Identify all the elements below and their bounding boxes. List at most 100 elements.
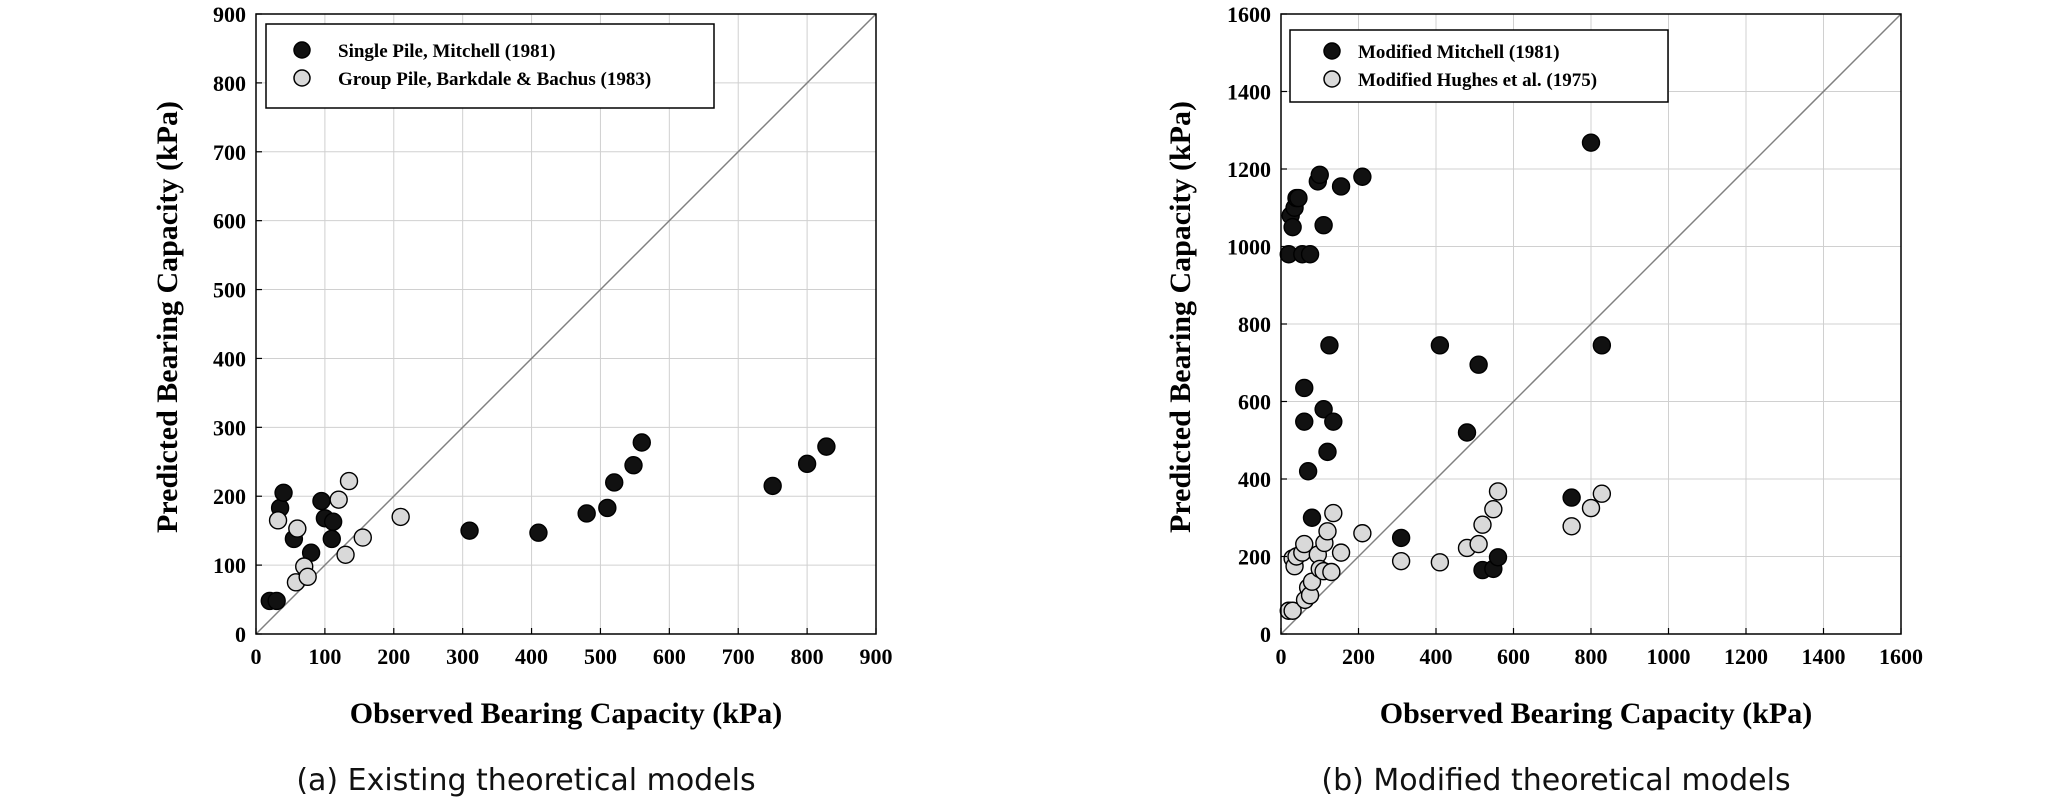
data-point-series-1 xyxy=(1289,188,1308,208)
y-tick-label: 800 xyxy=(213,71,246,96)
y-tick-label: 100 xyxy=(213,553,246,578)
legend-box-b xyxy=(1289,29,1669,103)
y-tick-label: 500 xyxy=(213,278,246,303)
data-point-series-1 xyxy=(1283,217,1302,237)
x-axis-title-b: Observed Bearing Capacity (kPa) xyxy=(1380,697,1812,730)
data-point-series-2 xyxy=(298,567,317,587)
legend-marker-single-pile xyxy=(293,41,311,59)
y-tick-labels-b: 0 200 400 600 800 1000 1200 1400 1600 xyxy=(1227,2,1287,647)
data-point-series-1 xyxy=(1295,378,1314,398)
plot-frame-a xyxy=(255,13,877,635)
data-point-series-2 xyxy=(1430,553,1450,572)
x-axis-title-a: Observed Bearing Capacity (kPa) xyxy=(350,697,782,730)
data-point-series-2 xyxy=(288,519,307,538)
x-tick-label: 400 xyxy=(515,644,548,669)
y-tick-label: 400 xyxy=(1238,467,1271,492)
grid-a xyxy=(256,14,876,634)
data-point-series-2 xyxy=(353,528,372,547)
legend-marker-group-pile xyxy=(293,69,311,87)
data-point-series-1 xyxy=(1562,488,1581,507)
legend-a: Single Pile, Mitchell (1981) Group Pile,… xyxy=(265,23,715,109)
y-tick-label: 1600 xyxy=(1227,2,1271,27)
x-tick-label: 600 xyxy=(1497,644,1530,669)
x-tick-label: 300 xyxy=(446,644,479,669)
x-tick-label: 600 xyxy=(653,644,686,669)
legend-label-modified-hughes: Modified Hughes et al. (1975) xyxy=(1358,70,1597,91)
y-tick-label: 800 xyxy=(1238,312,1271,337)
y-tick-label: 300 xyxy=(213,415,246,440)
data-point-series-2 xyxy=(1283,601,1302,620)
data-point-series-1 xyxy=(624,456,643,475)
y-tick-label: 600 xyxy=(213,209,246,234)
reference-line-b xyxy=(1280,13,1902,635)
data-point-series-1 xyxy=(1295,412,1314,431)
chart-panel-b: 0 200 400 600 800 1000 1200 1400 1600 0 200 400 600… xyxy=(1164,2,1923,798)
caption-b: (b) Modified theoretical models xyxy=(1321,763,1790,798)
legend-b: Modified Mitchell (1981) Modified Hughes… xyxy=(1289,29,1669,103)
data-point-series-2 xyxy=(1324,503,1343,523)
y-tick-label: 200 xyxy=(213,484,246,509)
data-point-series-1 xyxy=(1320,336,1339,355)
x-tick-label: 100 xyxy=(308,644,341,669)
data-point-series-1 xyxy=(312,491,331,511)
data-point-series-1 xyxy=(1314,400,1333,419)
x-tick-label: 700 xyxy=(722,644,755,669)
data-point-series-2 xyxy=(1295,534,1314,554)
data-point-series-2 xyxy=(1488,482,1508,501)
data-point-series-1 xyxy=(1318,442,1337,462)
data-point-series-1 xyxy=(817,437,836,456)
data-point-series-2 xyxy=(391,507,410,527)
data-point-series-2 xyxy=(1469,534,1488,554)
legend-marker-modified-mitchell xyxy=(1323,42,1341,60)
x-tick-label: 0 xyxy=(251,644,262,669)
data-point-series-1 xyxy=(323,512,343,531)
x-tick-label: 1600 xyxy=(1879,644,1923,669)
data-point-series-1 xyxy=(529,523,548,542)
data-point-series-2 xyxy=(1331,543,1351,562)
data-point-series-1 xyxy=(1581,133,1601,152)
x-tick-labels-b: 0 200 400 600 800 1000 1200 1400 1600 xyxy=(1276,628,1923,669)
chart-panel-a: 0 100 200 300 400 500 600 700 800 900 0 100 200 300 4… xyxy=(151,2,893,798)
x-tick-label: 800 xyxy=(791,644,824,669)
y-tick-label: 700 xyxy=(213,140,246,165)
x-tick-label: 200 xyxy=(1342,644,1375,669)
x-tick-label: 500 xyxy=(584,644,617,669)
data-point-series-1 xyxy=(460,521,479,540)
points-a xyxy=(260,433,836,611)
data-point-series-2 xyxy=(1322,562,1341,582)
data-point-series-1 xyxy=(797,454,817,474)
y-axis-title-a: Predicted Bearing Capacity (kPa) xyxy=(151,101,184,533)
data-point-series-1 xyxy=(605,473,624,492)
data-point-series-1 xyxy=(1391,528,1411,548)
legend-label-single-pile: Single Pile, Mitchell (1981) xyxy=(338,41,555,62)
x-tick-label: 1000 xyxy=(1647,644,1691,669)
y-tick-label: 400 xyxy=(213,346,246,371)
y-tick-label: 1000 xyxy=(1227,235,1271,260)
data-point-series-2 xyxy=(336,545,355,564)
legend-label-modified-mitchell: Modified Mitchell (1981) xyxy=(1358,42,1560,63)
data-point-series-1 xyxy=(1592,336,1612,355)
data-point-series-1 xyxy=(598,498,617,518)
data-point-series-2 xyxy=(1484,500,1503,519)
y-tick-label: 0 xyxy=(235,622,246,647)
data-point-series-2 xyxy=(1581,498,1601,518)
data-point-series-2 xyxy=(339,471,359,491)
x-tick-label: 800 xyxy=(1575,644,1608,669)
x-tick-label: 400 xyxy=(1420,644,1453,669)
data-point-series-1 xyxy=(322,529,341,549)
x-tick-label: 900 xyxy=(860,644,893,669)
data-point-series-1 xyxy=(1300,245,1320,264)
data-point-series-1 xyxy=(1310,165,1329,185)
x-tick-label: 1200 xyxy=(1724,644,1768,669)
x-tick-label: 200 xyxy=(377,644,410,669)
caption-a: (a) Existing theoretical models xyxy=(296,763,755,798)
data-point-series-1 xyxy=(1457,423,1477,442)
data-point-series-2 xyxy=(268,511,288,530)
data-point-series-1 xyxy=(1314,215,1333,235)
data-point-series-1 xyxy=(1324,412,1343,431)
data-point-series-1 xyxy=(1298,462,1318,481)
data-point-series-1 xyxy=(1469,355,1488,374)
y-tick-label: 0 xyxy=(1260,622,1271,647)
y-tick-label: 1400 xyxy=(1227,80,1271,105)
